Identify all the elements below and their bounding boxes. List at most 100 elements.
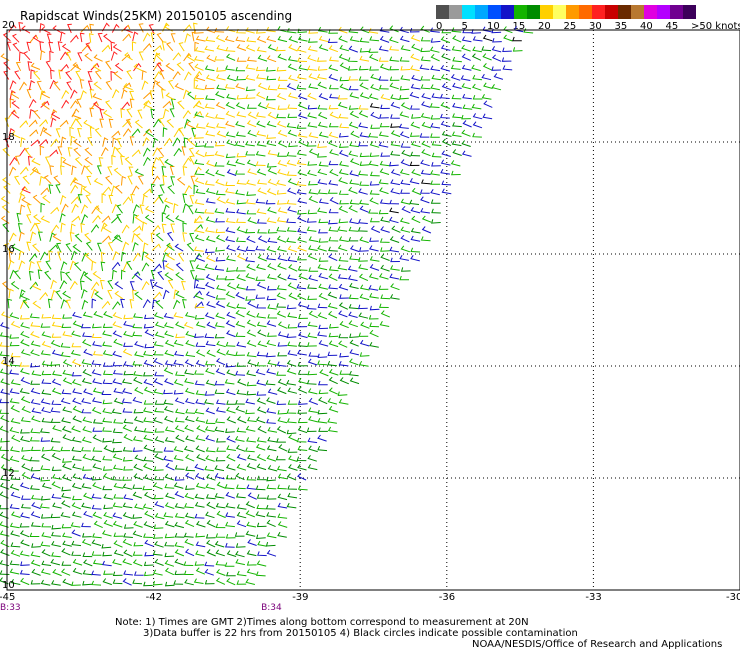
wind-barb <box>139 52 143 61</box>
wind-barb <box>195 409 204 414</box>
wind-barb <box>155 501 164 507</box>
wind-barb <box>237 267 246 271</box>
wind-barb <box>174 360 183 365</box>
wind-barb <box>42 569 51 575</box>
wind-barb <box>144 418 153 423</box>
longitude-label: -33 <box>585 592 601 603</box>
wind-barb <box>196 178 205 184</box>
wind-barb <box>133 32 138 41</box>
wind-barb <box>7 42 11 51</box>
wind-barb <box>248 463 257 469</box>
wind-barb <box>267 296 276 300</box>
wind-barb <box>421 160 430 166</box>
wind-barb <box>196 75 205 81</box>
wind-barb <box>27 205 31 214</box>
wind-barb <box>30 110 35 119</box>
wind-barb <box>142 81 148 90</box>
wind-barb <box>410 92 419 98</box>
wind-barb <box>350 255 359 259</box>
wind-barb <box>318 313 327 319</box>
wind-barb <box>32 63 40 69</box>
wind-barb <box>370 274 379 280</box>
wind-barb <box>10 81 16 89</box>
wind-barb <box>320 45 329 51</box>
wind-barb <box>53 26 61 33</box>
wind-barb <box>216 295 225 299</box>
wind-barb <box>102 194 106 203</box>
wind-barb <box>63 407 72 413</box>
wind-barb <box>268 112 276 119</box>
wind-barb <box>106 101 112 109</box>
wind-barb <box>207 474 216 480</box>
wind-barb <box>442 54 450 60</box>
wind-barb <box>206 426 215 431</box>
wind-barb <box>163 290 169 299</box>
wind-barb <box>73 464 82 469</box>
latitude-label: 12 <box>2 468 15 479</box>
wind-barb <box>298 189 307 194</box>
wind-barb <box>382 311 390 318</box>
wind-barb <box>278 85 287 89</box>
wind-barb <box>216 114 225 119</box>
wind-barb <box>1 369 10 375</box>
wind-barb <box>83 467 92 471</box>
wind-barb <box>309 359 318 365</box>
wind-barb <box>227 534 236 538</box>
wind-barb <box>349 46 358 52</box>
wind-barb <box>227 350 236 355</box>
wind-barb <box>76 157 82 165</box>
wind-barb <box>370 342 379 347</box>
wind-barb <box>175 483 184 489</box>
wind-barb <box>83 581 92 585</box>
wind-barb <box>228 283 236 290</box>
wind-barb <box>185 370 194 375</box>
wind-barb <box>144 582 153 586</box>
wind-barb <box>185 120 191 129</box>
wind-barb <box>287 503 296 508</box>
wind-barb <box>139 176 144 185</box>
wind-barb <box>166 427 175 432</box>
wind-barb <box>154 495 163 499</box>
wind-barb <box>12 321 20 327</box>
wind-barb <box>288 83 296 90</box>
wind-barb <box>114 572 123 576</box>
wind-barb <box>256 512 265 517</box>
wind-barb <box>268 121 277 127</box>
wind-barb <box>227 330 236 336</box>
wind-barb <box>144 464 152 470</box>
wind-barb <box>92 261 97 270</box>
wind-barb <box>371 125 380 129</box>
wind-barb <box>165 313 174 318</box>
wind-barb <box>318 66 327 70</box>
wind-barb <box>3 205 10 213</box>
wind-barb <box>247 370 256 375</box>
wind-barb <box>371 142 380 148</box>
wind-barb <box>381 254 389 260</box>
wind-barb <box>186 549 194 556</box>
wind-barb <box>174 390 183 394</box>
wind-barb <box>124 466 133 470</box>
wind-barb <box>247 192 256 196</box>
wind-barb <box>178 101 184 109</box>
wind-barb <box>122 102 130 109</box>
wind-barb <box>318 153 327 157</box>
wind-barb <box>30 35 38 42</box>
wind-barb <box>100 110 104 119</box>
wind-barb <box>298 473 306 480</box>
wind-barb <box>196 343 205 347</box>
wind-barb <box>391 265 400 270</box>
wind-barb <box>310 311 318 318</box>
wind-barb <box>73 379 82 385</box>
wind-barb <box>154 351 163 355</box>
wind-barb <box>113 302 121 309</box>
wind-barb <box>226 227 235 232</box>
wind-barb <box>154 72 161 80</box>
wind-barb <box>207 447 216 452</box>
wind-barb <box>192 32 196 41</box>
wind-barb <box>257 304 266 308</box>
wind-barb <box>143 243 148 252</box>
wind-barb <box>21 483 30 489</box>
wind-barb <box>41 323 50 327</box>
wind-barb <box>390 217 399 223</box>
wind-barb <box>288 130 296 136</box>
